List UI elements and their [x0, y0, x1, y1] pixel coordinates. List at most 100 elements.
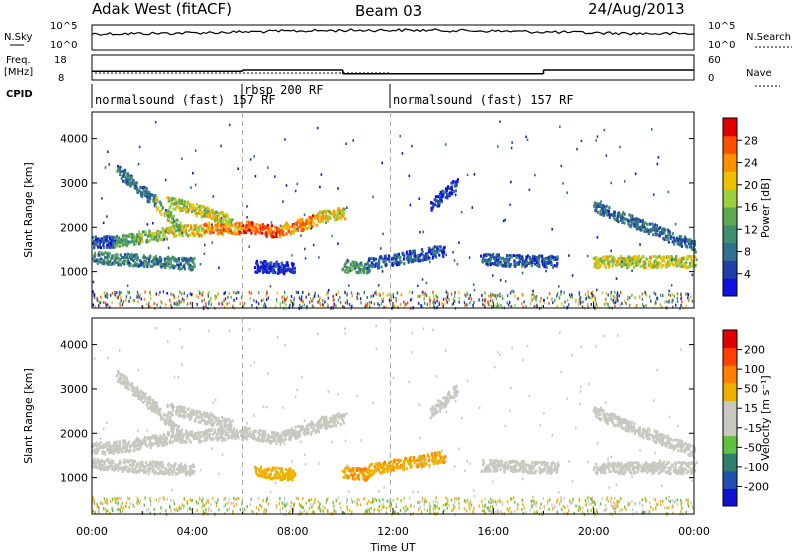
ground-speckle	[137, 291, 138, 294]
scatter-speckle	[566, 191, 568, 194]
cell-10	[228, 428, 230, 431]
cell-11	[184, 257, 186, 260]
ground-speckle	[436, 295, 437, 298]
cell-15	[655, 232, 657, 235]
cell-11	[168, 462, 170, 465]
cell-4	[207, 434, 209, 437]
cell-16	[675, 258, 677, 261]
ground-speckle	[592, 294, 593, 297]
ground-speckle	[299, 296, 300, 299]
cell-9	[172, 430, 174, 433]
cell-6	[318, 430, 320, 433]
noise-sky-line	[92, 29, 694, 35]
ground-speckle	[285, 303, 286, 306]
ground-speckle	[657, 297, 658, 300]
cell-17	[256, 260, 258, 263]
ground-speckle	[679, 307, 680, 310]
cell-6	[285, 438, 287, 441]
cell-6	[311, 420, 313, 423]
ground-speckle	[507, 301, 508, 304]
cell-8	[124, 175, 126, 178]
ground-speckle	[492, 293, 493, 296]
scatter-speckle	[411, 145, 413, 148]
cell-11	[114, 258, 116, 261]
cell-18	[431, 209, 433, 212]
cell-11	[155, 465, 157, 468]
cell-0	[105, 239, 107, 242]
ground-speckle	[494, 294, 495, 297]
cell-6	[302, 426, 304, 429]
cell-4	[231, 224, 233, 227]
ground-speckle	[571, 293, 572, 296]
ground-speckle	[94, 294, 95, 297]
cell-1	[133, 236, 135, 239]
nsky-label: N.Sky	[4, 32, 32, 43]
scatter-speckle	[181, 232, 183, 235]
cell-7	[339, 415, 341, 418]
cell-4	[216, 436, 218, 439]
ground-speckle	[466, 292, 467, 295]
ground-speckle	[333, 298, 334, 301]
cell-11	[136, 253, 138, 256]
ground-speckle	[302, 291, 303, 294]
cpid-segment-3: normalsound (fast) 157 RF	[393, 93, 574, 107]
cell-11	[115, 463, 117, 466]
cell-4	[211, 226, 213, 229]
scatter-speckle	[499, 120, 501, 123]
cell-1	[116, 245, 118, 248]
scatter-speckle	[445, 254, 447, 257]
cell-11	[170, 467, 172, 470]
cell-5	[251, 221, 253, 224]
ground-speckle	[338, 291, 339, 294]
ground-speckle	[211, 303, 212, 306]
cell-10	[229, 421, 231, 424]
cell-8	[144, 396, 146, 399]
cell-10	[223, 219, 225, 222]
cell-5	[244, 231, 246, 234]
cell-18	[455, 183, 457, 186]
ground-speckle	[163, 290, 164, 293]
cell-14	[495, 256, 497, 259]
cell-12	[358, 265, 360, 268]
cell-15	[665, 235, 667, 238]
cell-8	[153, 196, 155, 199]
ground-speckle	[136, 295, 137, 298]
cell-11	[163, 472, 165, 475]
ground-speckle	[418, 302, 419, 305]
cell-10	[204, 422, 206, 425]
cell-3	[201, 234, 203, 237]
cell-13	[428, 256, 430, 259]
scatter-speckle	[467, 174, 469, 177]
ground-speckle	[677, 300, 678, 303]
cell-4	[218, 224, 220, 227]
cell-8	[127, 387, 129, 390]
cell-7	[334, 420, 336, 423]
ground-speckle	[140, 294, 141, 297]
scatter-speckle	[511, 290, 513, 293]
ground-speckle	[165, 303, 166, 306]
cell-15	[684, 243, 686, 246]
cell-1	[135, 446, 137, 449]
ground-speckle	[446, 299, 447, 302]
cell-10	[187, 203, 189, 206]
cell-2	[149, 439, 151, 442]
ground-speckle	[156, 293, 157, 296]
cell-3	[199, 226, 201, 229]
cell-13	[398, 263, 400, 266]
cell-15	[672, 232, 674, 235]
ground-speckle	[291, 295, 292, 298]
scatter-speckle	[402, 152, 404, 155]
ground-speckle	[317, 301, 318, 304]
ground-speckle	[419, 295, 420, 298]
ground-speckle	[302, 300, 303, 303]
cell-2	[145, 241, 147, 244]
ground-speckle	[386, 294, 387, 297]
scatter-speckle	[108, 163, 110, 166]
power-ylabel: Slant Range [km]	[22, 162, 35, 258]
ground-speckle	[417, 295, 418, 298]
ground-speckle	[455, 307, 456, 310]
cell-14	[498, 263, 500, 266]
ground-speckle	[313, 297, 314, 300]
cell-16	[659, 262, 661, 265]
ground-speckle	[154, 302, 155, 305]
